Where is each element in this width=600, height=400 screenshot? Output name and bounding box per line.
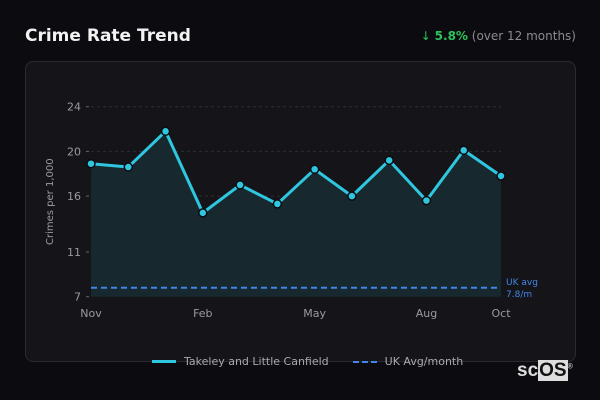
- x-tick-label: Oct: [491, 307, 511, 320]
- page-title: Crime Rate Trend: [25, 26, 191, 46]
- data-point: [235, 180, 245, 190]
- y-tick-label: 24: [67, 101, 81, 114]
- legend-swatch-area: [152, 360, 176, 363]
- x-tick-label: May: [303, 307, 326, 320]
- y-tick-label: 16: [67, 190, 81, 203]
- change-period: (over 12 months): [471, 29, 576, 43]
- series-line: [90, 129, 502, 215]
- uk-avg-annotation-value: 7.8/m: [506, 290, 532, 300]
- x-tick-label: Aug: [416, 307, 437, 320]
- data-point: [86, 158, 96, 169]
- y-tick-label: 11: [67, 246, 81, 259]
- legend-label-area: Takeley and Little Canfield: [184, 355, 329, 368]
- legend-label-uk: UK Avg/month: [384, 355, 464, 368]
- down-arrow-icon: ↓: [420, 29, 431, 43]
- trend-change: ↓ 5.8% (over 12 months): [421, 29, 576, 43]
- area-fill: [91, 131, 501, 297]
- data-point: [421, 195, 432, 206]
- data-point: [160, 126, 171, 137]
- data-point: [309, 164, 320, 175]
- y-tick-label: 20: [67, 145, 81, 158]
- data-point: [384, 155, 394, 166]
- data-point: [123, 162, 134, 172]
- data-point: [496, 171, 506, 181]
- data-point: [458, 145, 469, 156]
- legend-swatch-uk: [352, 360, 377, 363]
- change-value: 5.8%: [434, 29, 468, 43]
- y-tick-label: 7: [74, 291, 81, 304]
- legend: Takeley and Little Canfield UK Avg/month: [152, 355, 463, 368]
- data-point: [272, 199, 283, 209]
- scos-logo: scOS®: [517, 360, 573, 381]
- uk-avg-annotation: UK avg: [506, 278, 538, 288]
- data-point: [347, 191, 357, 201]
- y-axis-label: Crimes per 1,000: [45, 158, 56, 245]
- x-tick-label: Nov: [80, 307, 102, 320]
- data-point: [198, 208, 208, 218]
- x-tick-label: Feb: [193, 307, 212, 320]
